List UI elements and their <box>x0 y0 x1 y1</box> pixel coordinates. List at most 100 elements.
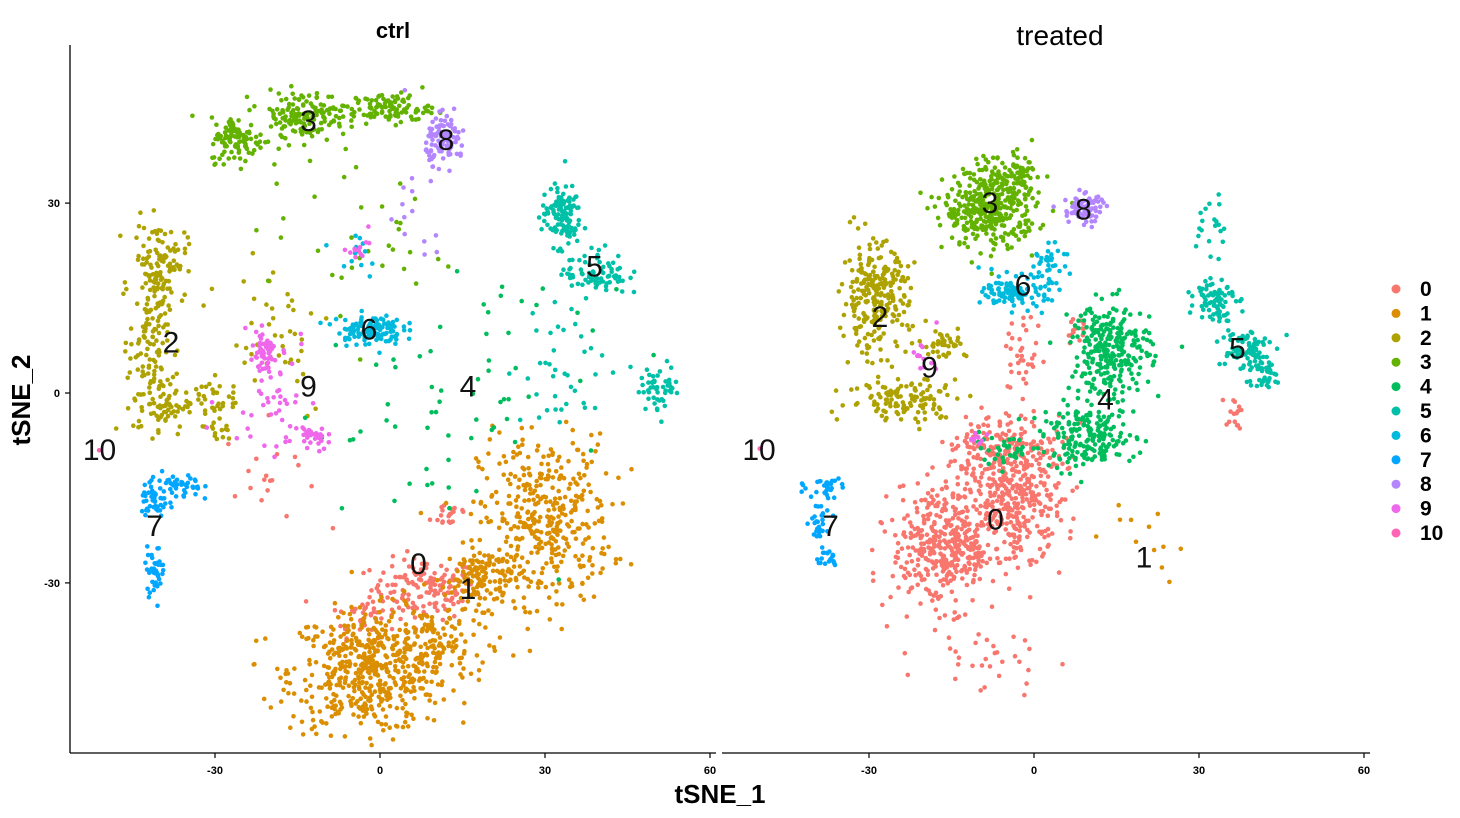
data-point <box>157 508 163 513</box>
data-point <box>149 566 154 571</box>
data-point <box>141 392 146 397</box>
data-point <box>249 357 254 363</box>
data-point <box>506 493 512 499</box>
data-point <box>345 104 350 109</box>
data-point <box>904 614 910 619</box>
data-point <box>1054 503 1059 509</box>
data-point <box>1001 187 1006 193</box>
data-point <box>201 393 207 399</box>
data-point <box>566 577 572 582</box>
data-point <box>390 328 396 334</box>
data-point <box>471 586 476 592</box>
data-point <box>412 642 417 647</box>
data-point <box>368 612 374 618</box>
data-point <box>1018 544 1023 550</box>
data-point <box>390 646 396 652</box>
data-point <box>946 569 952 575</box>
data-point <box>1021 463 1027 469</box>
data-point <box>1029 221 1035 226</box>
data-point <box>452 126 458 131</box>
data-point <box>479 579 484 585</box>
data-point <box>901 573 907 579</box>
data-point <box>145 371 151 376</box>
data-point <box>353 164 359 170</box>
data-point <box>395 668 401 674</box>
data-point <box>190 484 195 490</box>
data-point <box>425 663 430 669</box>
data-point <box>914 505 920 511</box>
data-point <box>412 688 417 693</box>
data-point <box>953 527 959 532</box>
data-point <box>488 519 494 524</box>
data-point <box>281 687 286 693</box>
data-point <box>462 606 468 612</box>
data-point <box>158 365 164 371</box>
data-point <box>201 303 206 308</box>
data-point <box>125 375 130 381</box>
data-point <box>557 419 562 425</box>
data-point <box>1033 498 1039 503</box>
data-point <box>1003 343 1009 349</box>
data-point <box>353 95 359 101</box>
data-point <box>909 585 915 590</box>
data-point <box>420 85 425 90</box>
data-point <box>123 340 129 346</box>
data-point <box>1007 167 1012 173</box>
data-point <box>444 113 450 119</box>
data-point <box>397 103 402 109</box>
data-point <box>904 384 909 389</box>
data-point <box>147 287 153 293</box>
data-point <box>387 660 393 666</box>
data-point <box>1011 550 1016 555</box>
data-point <box>565 373 570 378</box>
data-point <box>541 454 546 460</box>
data-point <box>463 588 468 594</box>
data-point <box>486 368 491 374</box>
data-point <box>932 204 938 209</box>
data-point <box>1015 505 1020 511</box>
data-point <box>445 122 451 127</box>
data-point <box>970 534 976 540</box>
data-point <box>968 176 973 181</box>
data-point <box>411 556 417 561</box>
data-point <box>546 540 552 545</box>
data-point <box>584 522 589 527</box>
data-point <box>999 223 1005 228</box>
data-point <box>894 317 900 323</box>
data-point <box>1071 516 1076 521</box>
data-point <box>249 351 254 357</box>
data-point <box>319 685 324 690</box>
data-point <box>390 596 395 602</box>
cluster-7-points <box>139 468 208 609</box>
data-point <box>368 675 373 681</box>
data-point <box>356 684 362 690</box>
data-point <box>215 403 220 409</box>
data-point <box>408 114 414 119</box>
data-point <box>393 341 398 347</box>
data-point <box>1045 544 1050 549</box>
data-point <box>975 522 980 528</box>
data-point <box>122 280 128 285</box>
data-point <box>387 725 393 730</box>
data-point <box>313 634 318 639</box>
data-point <box>1017 336 1022 342</box>
data-point <box>378 696 384 702</box>
data-point <box>515 525 521 530</box>
data-point <box>339 506 345 511</box>
data-point <box>373 316 378 321</box>
data-point <box>900 497 906 503</box>
data-point <box>289 298 295 303</box>
data-point <box>249 320 254 326</box>
data-point <box>912 260 917 265</box>
data-point <box>1021 315 1026 321</box>
data-point <box>301 427 307 432</box>
data-point <box>1017 659 1022 665</box>
data-point <box>348 651 354 656</box>
data-point <box>318 120 324 126</box>
data-point <box>146 254 152 259</box>
data-point <box>1027 595 1033 600</box>
data-point <box>504 534 510 540</box>
data-point <box>418 567 424 572</box>
data-point <box>276 353 282 358</box>
data-point <box>598 570 603 576</box>
